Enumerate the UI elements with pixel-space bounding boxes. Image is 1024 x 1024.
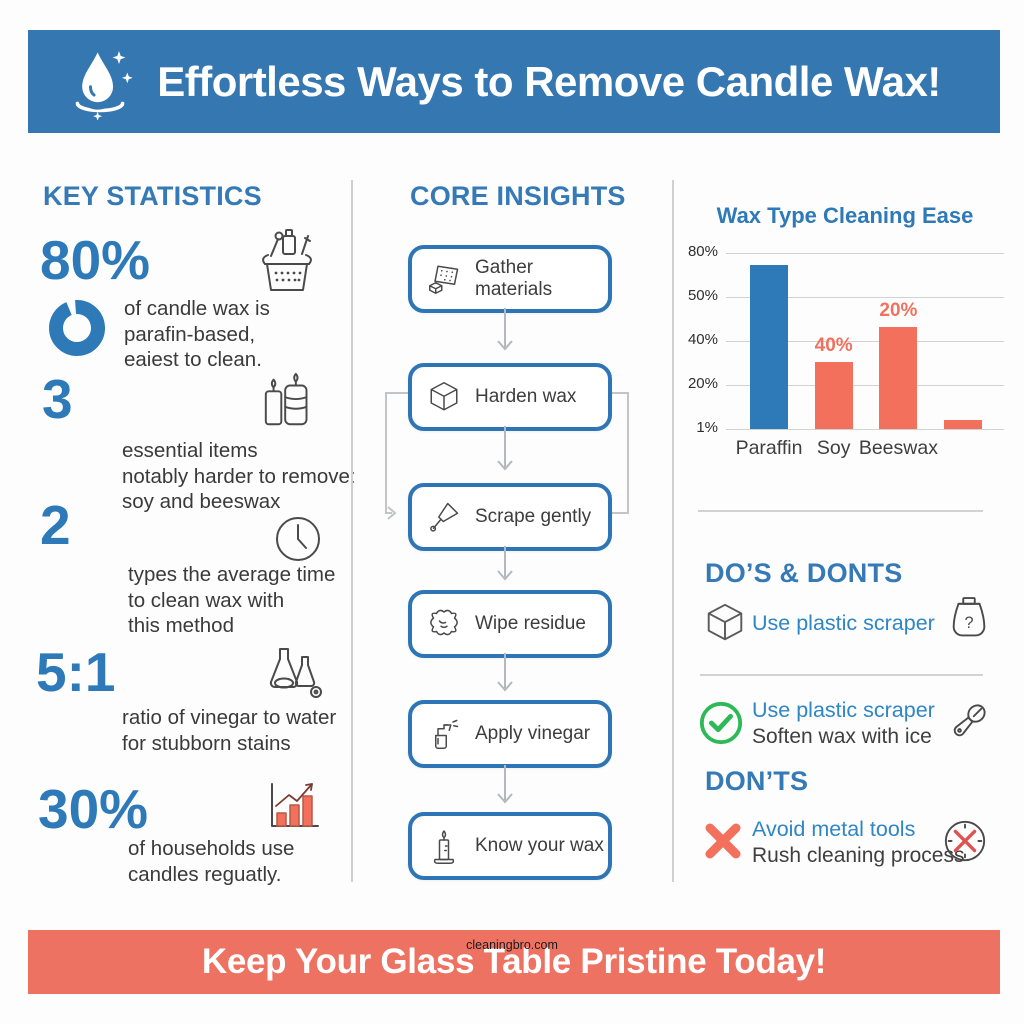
flow-step-label: Harden wax (475, 386, 577, 407)
bar-chart: 80% 50% 40% 20% 1% Paraffin 40% Soy 20% Beeswax (688, 243, 1004, 459)
footer-banner: Keep Your Glass Table Pristine Today! (28, 930, 1000, 994)
divider-dos-rows (700, 674, 983, 676)
sponge-icon (426, 261, 462, 297)
bar-chart-icon (264, 776, 324, 834)
do-item-2-text-line2: Soften wax with ice (752, 725, 932, 748)
chart-bar-beeswax (879, 327, 918, 429)
stat-desc-80pct: of candle wax is parafin-based, eaiest t… (124, 297, 270, 372)
ice-pack-icon: ? (946, 596, 992, 648)
arrow-down-icon (495, 653, 515, 699)
stat-desc-2: types the average time to clean wax with… (128, 563, 336, 638)
flow-step-harden-wax: Harden wax (408, 363, 612, 431)
core-insights-heading: CORE INSIGHTS (410, 181, 626, 211)
spray-bottle-icon (426, 716, 462, 752)
stat-value-3: 3 (42, 368, 73, 430)
no-circle-icon (942, 818, 988, 864)
watermark: cleaningbro.com (466, 938, 558, 952)
basket-icon (257, 226, 317, 310)
arrow-down-icon (495, 308, 515, 358)
chart-bar-value-label: 20% (879, 300, 918, 321)
x-mark-icon (702, 820, 744, 862)
flow-step-label: Know your wax (475, 835, 604, 856)
footer-title: Keep Your Glass Table Pristine Today! (201, 942, 827, 981)
chart-gridline (726, 253, 1004, 254)
chart-category-label: Beeswax (858, 437, 938, 459)
arrow-down-icon (495, 765, 515, 811)
donts-heading: DON’TS (705, 766, 809, 796)
flow-step-label: Scrape gently (475, 506, 592, 527)
flow-step-wipe-residue: Wipe residue (408, 590, 612, 658)
chart-bar-value-label: 40% (814, 335, 853, 356)
flow-step-scrape-gently: Scrape gently (408, 483, 612, 551)
page-title: Effortless Ways to Remove Candle Wax! (157, 57, 941, 105)
chart-ytick: 80% (687, 243, 718, 260)
candle-icon (426, 828, 462, 864)
chart-title: Wax Type Cleaning Ease (716, 203, 974, 228)
flow-step-apply-vinegar: Apply vinegar (408, 700, 612, 768)
stat-value-5-1: 5:1 (36, 641, 116, 703)
stat-value-30pct: 30% (38, 778, 149, 840)
arrow-down-icon (495, 546, 515, 588)
chart-category-label: Soy (816, 437, 851, 459)
divider-left-middle (351, 180, 353, 882)
do-item-1-text: Use plastic scraper (752, 611, 935, 635)
chart-gridline (726, 385, 1004, 386)
flow-step-label: Gather materials (475, 257, 553, 300)
chart-bar-paraffin (750, 265, 788, 429)
flow-step-label: Wipe residue (475, 613, 586, 634)
dont-item-text-line2: Rush cleaning process (752, 844, 965, 867)
ice-cube-icon (702, 600, 748, 646)
stat-desc-30pct: of households use candles reguatly. (128, 837, 295, 886)
ice-cube-icon (426, 379, 462, 415)
flow-step-know-your-wax: Know your wax (408, 812, 612, 880)
chart-gridline (726, 429, 1004, 430)
dont-item-text-line1: Avoid metal tools (752, 817, 916, 841)
stat-value-80pct: 80% (40, 229, 151, 291)
chart-ytick: 20% (687, 375, 718, 392)
dos-donts-heading: DO’S & DONTS (705, 558, 903, 588)
header-banner: Effortless Ways to Remove Candle Wax! (28, 30, 1000, 133)
flow-step-label: Apply vinegar (475, 723, 591, 744)
candles-icon (260, 370, 322, 432)
flow-connector-lines (378, 380, 634, 530)
water-drop-icon (62, 44, 138, 120)
cloth-icon (426, 606, 462, 642)
divider-middle-right (672, 180, 674, 882)
arrow-down-icon (495, 426, 515, 478)
stat-desc-3: essential items notably harder to remove… (122, 439, 356, 514)
chart-ytick: 40% (687, 331, 718, 348)
chart-gridline (726, 341, 1004, 342)
key-statistics-heading: KEY STATISTICS (43, 181, 262, 211)
svg-text:?: ? (964, 614, 973, 632)
check-circle-icon (698, 700, 744, 746)
stat-value-2: 2 (40, 494, 71, 556)
chart-gridline (726, 297, 1004, 298)
stat-desc-5-1: ratio of vinegar to water for stubborn s… (122, 706, 337, 755)
chart-bar-unlabeled (944, 420, 983, 429)
scraper-tool-icon (946, 698, 992, 744)
flow-step-gather-materials: Gather materials (408, 245, 612, 313)
chart-category-label: Paraffin (735, 437, 803, 459)
scraper-icon (426, 499, 462, 535)
donut-icon (46, 297, 108, 359)
chart-ytick: 50% (687, 287, 718, 304)
divider-chart-dos (698, 510, 983, 512)
do-item-2-text-line1: Use plastic scraper (752, 698, 935, 722)
flasks-icon (258, 645, 324, 705)
chart-bar-soy (814, 362, 853, 429)
chart-ytick: 1% (696, 419, 718, 436)
clock-icon (272, 513, 324, 565)
